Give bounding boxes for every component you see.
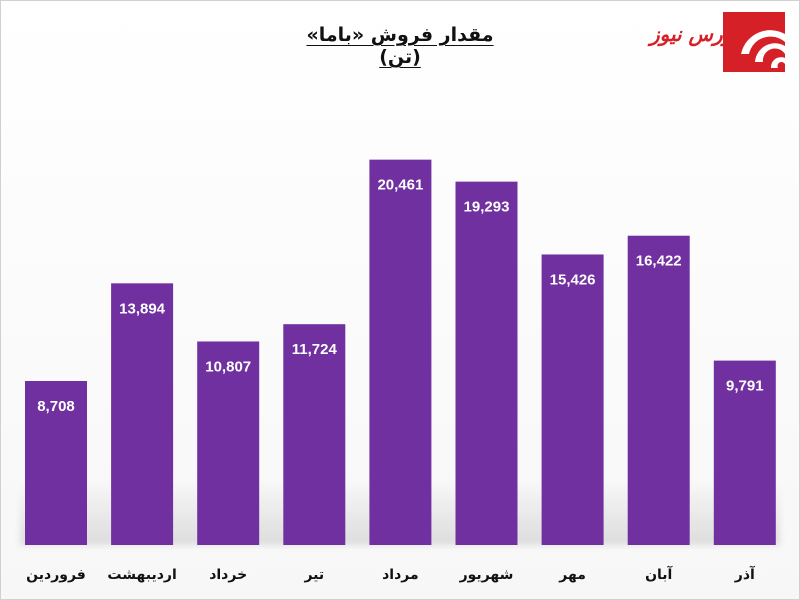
- logo: بورس نیوز: [650, 12, 785, 74]
- category-label: اردیبهشت: [107, 567, 176, 583]
- category-label: تیر: [303, 567, 324, 583]
- chart-title: مقدار فروش «باما» (تن): [306, 24, 494, 68]
- category-label: مرداد: [382, 567, 419, 583]
- data-label: 10,807: [205, 358, 251, 375]
- bar: [369, 159, 432, 545]
- bar: [111, 283, 174, 545]
- data-label: 9,791: [726, 378, 764, 395]
- category-label: خرداد: [209, 567, 247, 583]
- bar: [283, 324, 346, 545]
- bar: [541, 254, 604, 546]
- category-label: آبان: [645, 565, 673, 583]
- category-label: مهر: [558, 567, 586, 583]
- bar: [627, 235, 690, 545]
- data-label: 8,708: [37, 398, 75, 415]
- logo-icon: [723, 12, 785, 72]
- bar: [25, 380, 87, 545]
- category-label: فروردین: [26, 567, 86, 583]
- data-label: 11,724: [292, 341, 338, 358]
- bar: [713, 360, 776, 545]
- data-label: 16,422: [636, 253, 682, 270]
- data-label: 13,894: [119, 300, 166, 317]
- category-label: آذر: [734, 565, 756, 583]
- data-label: 19,293: [464, 199, 510, 216]
- category-label: شهریور: [459, 567, 514, 583]
- data-label: 15,426: [550, 271, 596, 288]
- bar: [455, 181, 518, 545]
- bar: [197, 341, 260, 545]
- data-label: 20,461: [377, 177, 423, 194]
